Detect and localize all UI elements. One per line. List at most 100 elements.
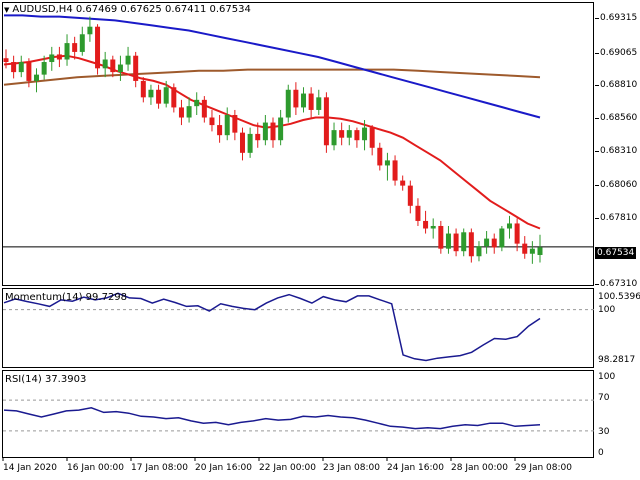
candle-body [95,26,101,69]
candle-body [117,64,123,73]
rsi-axis-label: 30 [598,427,610,437]
candle-body [522,243,528,254]
candle-body [125,55,131,65]
candle-body [64,43,70,60]
candle-body [354,130,360,141]
candle-body [377,147,383,166]
time-axis-label: 23 Jan 08:00 [323,463,380,473]
candle-body [407,185,413,206]
collapse-triangle-icon[interactable]: ▼ [4,6,10,14]
candle-body [308,93,314,110]
candle-body [133,55,139,81]
candle-body [453,233,459,252]
time-axis-label: 28 Jan 00:00 [451,463,508,473]
price-tick [595,85,599,86]
candle-body [445,233,451,249]
momentum-axis-100: 100 [598,305,616,315]
candle-body [102,59,108,69]
close-value: 0.67534 [209,4,251,15]
price-axis-label: 0.67310 [600,279,638,289]
time-axis-label: 22 Jan 00:00 [259,463,316,473]
candle-body [400,180,406,186]
open-value: 0.67469 [75,4,118,15]
candle-body [178,107,184,118]
candle-body [339,130,345,138]
candle-body [499,228,505,248]
candle-body [239,132,245,153]
price-tick [595,185,599,186]
candle-body [72,43,78,52]
momentum-axis-bottom: 98.2817 [598,355,636,365]
rsi-pane[interactable] [2,370,594,458]
candle-body [255,133,261,141]
candle-body [506,223,512,229]
price-tick [595,284,599,285]
candle-body [278,117,284,141]
candle-body [140,80,146,98]
candle-body [476,246,482,257]
momentum-axis-top: 100.5396 [598,292,640,302]
time-axis-label: 16 Jan 00:00 [67,463,124,473]
price-tick [595,18,599,19]
candle-body [87,26,93,35]
time-axis-label: 14 Jan 2020 [3,463,57,473]
candle-body [285,89,291,118]
candle-body [3,58,9,63]
current-price-marker: 0.67534 [595,247,637,259]
price-axis-label: 0.68810 [600,80,638,90]
candle-body [194,99,200,107]
momentum-pane[interactable] [2,288,594,368]
ma-fast-line [3,54,541,230]
candle-body [171,87,177,108]
price-axis-label: 0.68310 [600,146,638,156]
candle-body [316,97,322,110]
candle-body [163,87,169,104]
candle-body [529,248,535,254]
candle-body [49,54,55,63]
candle-body [156,89,162,104]
time-axis-label: 17 Jan 08:00 [131,463,188,473]
rsi-axis-label: 70 [598,393,610,403]
candle-body [56,54,62,60]
candle-body [384,160,390,166]
candle-body [362,127,368,141]
rsi-axis-label: 0 [598,448,604,458]
candle-body [438,225,444,249]
candle-body [293,89,299,108]
ma-slow-line [3,68,541,86]
price-axis-label: 0.68560 [600,113,638,123]
candle-body [369,127,375,148]
ma-mid-line [4,14,541,119]
candle-body [415,205,421,221]
candle-body [491,238,497,248]
price-tick [595,218,599,219]
candle-body [110,59,116,73]
momentum-label: Momentum(14) 99.7298 [5,292,128,303]
candle-body [79,34,85,52]
candle-body [301,93,307,108]
time-axis-label: 20 Jan 16:00 [195,463,252,473]
candle-body [331,130,337,146]
candle-body [537,247,543,255]
low-value: 0.67411 [164,4,207,15]
candle-body [186,106,192,118]
price-axis-label: 0.69315 [600,13,638,23]
candle-body [34,74,40,81]
candle-body [270,122,276,141]
momentum-line [3,292,541,362]
candle-body [430,225,436,229]
time-axis-label: 29 Jan 08:00 [515,463,572,473]
high-value: 0.67625 [120,4,162,15]
candle-body [41,62,47,75]
rsi-line [3,407,541,430]
price-tick [595,118,599,119]
price-tick [595,151,599,152]
candle-body [26,62,32,81]
price-tick [595,53,599,54]
candle-body [262,122,268,141]
symbol-label: AUDUSD,H4 [12,4,73,15]
candle-body [148,89,154,98]
candle-body [217,125,223,136]
candle-body [201,99,207,118]
